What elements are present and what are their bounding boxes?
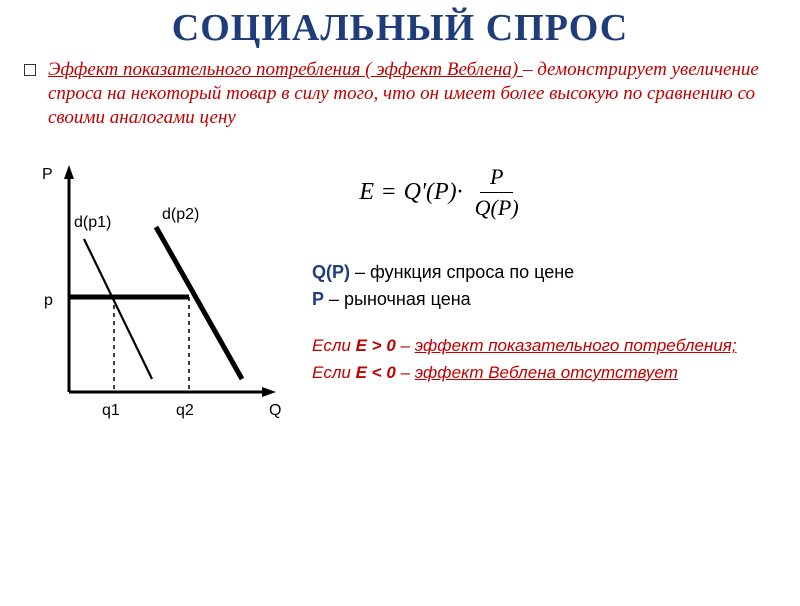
- formula-numerator: P: [480, 164, 513, 193]
- chart-column: P Q p q1 q2 d(p1) d(p2): [14, 147, 294, 452]
- elasticity-formula: E = Q'(P)· P Q(P): [312, 153, 572, 231]
- def-p-label: P: [312, 289, 324, 309]
- cond1-sep: –: [396, 336, 415, 355]
- right-column: E = Q'(P)· P Q(P) Q(P) – функция спроса …: [294, 147, 786, 452]
- def-p-text: – рыночная цена: [324, 289, 471, 309]
- desc-underlined: Эффект показательного потребления ( эффе…: [48, 59, 523, 80]
- cond2-e: E < 0: [356, 363, 396, 382]
- def-qp-label: Q(P): [312, 262, 350, 282]
- cond2-sep: –: [396, 363, 415, 382]
- def-qp: Q(P) – функция спроса по цене: [312, 259, 786, 286]
- q2-label: q2: [176, 402, 194, 419]
- def-qp-text: – функция спроса по цене: [350, 262, 574, 282]
- formula-denominator: Q(P): [469, 193, 525, 221]
- d1-label: d(p1): [74, 214, 111, 231]
- formula-qprime: Q'(P)·: [404, 179, 463, 206]
- cond1-underlined: эффект показательного потребления;: [415, 336, 737, 355]
- q1-label: q1: [102, 402, 120, 419]
- d2-label: d(p2): [162, 206, 199, 223]
- cond2-underlined: эффект Веблена отсутствует: [415, 363, 678, 382]
- description-block: Эффект показательного потребления ( эффе…: [0, 50, 800, 129]
- formula-fraction: P Q(P): [469, 164, 525, 221]
- def-p: P – рыночная цена: [312, 286, 786, 313]
- conditions: Если E > 0 – эффект показательного потре…: [312, 333, 786, 386]
- definitions: Q(P) – функция спроса по цене P – рыночн…: [312, 259, 786, 313]
- cond2-pre: Если: [312, 363, 356, 382]
- cond1-e: E > 0: [356, 336, 396, 355]
- cond1-pre: Если: [312, 336, 356, 355]
- cond-positive: Если E > 0 – эффект показательного потре…: [312, 333, 786, 359]
- page-title: СОЦИАЛЬНЫЙ СПРОС: [0, 6, 800, 50]
- formula-lhs: E: [359, 179, 374, 206]
- content-row: P Q p q1 q2 d(p1) d(p2) E = Q'(P)·: [0, 147, 800, 452]
- veblen-chart: P Q p q1 q2 d(p1) d(p2): [14, 147, 294, 447]
- x-axis-label: Q: [269, 402, 281, 419]
- p-label: p: [44, 292, 53, 309]
- bullet-icon: [24, 64, 36, 76]
- y-axis-label: P: [42, 166, 53, 183]
- formula-eq: =: [382, 179, 396, 206]
- cond-negative: Если E < 0 – эффект Веблена отсутствует: [312, 360, 786, 386]
